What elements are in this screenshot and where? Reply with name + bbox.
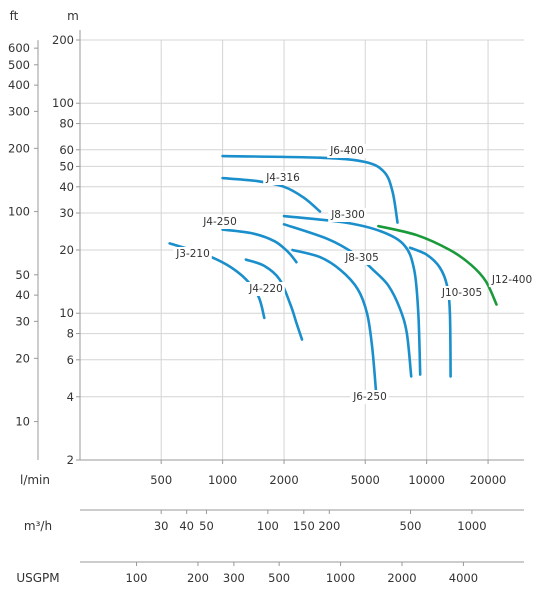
y-tick-label: 60 (59, 143, 74, 157)
ft-tick-label: 50 (15, 268, 30, 282)
label-bg-j4-316 (263, 171, 303, 185)
ft-axis-unit-label: ft (10, 9, 19, 23)
label-bg-j12-400 (488, 273, 535, 287)
secondary-x-tick-label: 50 (199, 519, 214, 533)
label-bg-j4-250 (200, 215, 239, 229)
ft-tick-label: 100 (8, 205, 30, 219)
label-j3-210: J3-210 (175, 248, 210, 260)
label-bg-j8-305 (342, 251, 381, 265)
secondary-x-tick-label: 1000 (326, 571, 355, 585)
secondary-x-tick-label: 150 (293, 519, 315, 533)
series-curves (168, 154, 498, 394)
secondary-x-tick-label: 200 (318, 519, 340, 533)
label-j4-250: J4-250 (202, 216, 237, 228)
secondary-x-tick-label: 500 (268, 571, 290, 585)
curve-j12-400 (377, 224, 498, 306)
secondary-x-tick-label: 100 (126, 571, 148, 585)
label-j4-220: J4-220 (248, 283, 283, 295)
label-j12-400: J12-400 (491, 274, 532, 286)
y-tick-label: 8 (67, 327, 74, 341)
x-tick-label: 20000 (470, 473, 507, 487)
secondary-x-tick-label: 100 (257, 519, 279, 533)
secondary-x-tick-label: 40 (179, 519, 194, 533)
secondary-x-tick-label: 1000 (457, 519, 486, 533)
curve-j6-400 (221, 154, 399, 224)
grid-lines (80, 39, 524, 461)
label-j6-400: J6-400 (329, 145, 364, 157)
label-bg-j10-305 (438, 286, 485, 300)
ft-tick-label: 400 (8, 78, 30, 92)
y-tick-label: 20 (59, 243, 74, 257)
label-j4-316: J4-316 (265, 172, 300, 184)
x-tick-label: 10000 (408, 473, 445, 487)
y-tick-label: 30 (59, 206, 74, 220)
label-bg-j6-400 (327, 144, 366, 158)
secondary-x-tick-label: 200 (187, 571, 209, 585)
label-j10-305: J10-305 (441, 287, 482, 299)
series-labels: J3-210 J4-220 J4-250 J4-316 J6-400 J6-250 J8-3… (173, 144, 535, 404)
x-tick-label: 1000 (208, 473, 237, 487)
y-tick-label: 100 (52, 96, 74, 110)
curve-j4-316 (221, 176, 322, 213)
secondary-x-axis-unit-label: USGPM (16, 571, 59, 585)
axes: 2 4 6 8 10 20 30 40 50 60 80 100 200 m 10 20 30 40 50 100 20… (8, 9, 524, 585)
y-tick-label: 2 (67, 453, 74, 467)
curve-j4-250 (221, 228, 298, 264)
x-tick-label: 2000 (269, 473, 298, 487)
y-tick-label: 10 (59, 306, 74, 320)
ft-tick-label: 300 (8, 104, 30, 118)
y-tick-label: 40 (59, 180, 74, 194)
ft-tick-label: 30 (15, 314, 30, 328)
ft-tick-label: 500 (8, 58, 30, 72)
secondary-x-tick-label: 4000 (449, 571, 478, 585)
label-bg-j6-250 (350, 390, 389, 404)
y-tick-label: 80 (59, 117, 74, 131)
label-bg-j8-300 (328, 208, 367, 222)
secondary-x-tick-label: 300 (223, 571, 245, 585)
secondary-x-tick-label: 30 (154, 519, 169, 533)
label-bg-j4-220 (246, 282, 285, 296)
curve-j6-250 (291, 248, 378, 394)
ft-tick-label: 200 (8, 141, 30, 155)
curve-j4-220 (244, 258, 304, 341)
secondary-x-axis-unit-label: m³/h (24, 519, 52, 533)
y-tick-label: 4 (67, 390, 74, 404)
y-tick-label: 50 (59, 159, 74, 173)
curve-j8-305 (282, 223, 413, 378)
y-tick-label: 200 (52, 33, 74, 47)
label-j8-305: J8-305 (344, 252, 379, 264)
x-tick-label: 5000 (351, 473, 380, 487)
ft-tick-label: 40 (15, 288, 30, 302)
label-j8-300: J8-300 (330, 209, 365, 221)
secondary-x-tick-label: 500 (400, 519, 422, 533)
x-axis-unit-label: l/min (20, 473, 50, 487)
x-tick-label: 500 (150, 473, 172, 487)
ft-tick-label: 10 (15, 415, 30, 429)
curve-j8-300 (282, 214, 422, 376)
ft-tick-label: 20 (15, 351, 30, 365)
secondary-x-tick-label: 2000 (387, 571, 416, 585)
y-tick-label: 6 (67, 353, 74, 367)
ft-tick-label: 600 (8, 41, 30, 55)
label-bg-j3-210 (173, 247, 212, 261)
label-j6-250: J6-250 (352, 391, 387, 403)
y-axis-unit-label: m (67, 9, 79, 23)
curve-j10-305 (408, 246, 452, 378)
